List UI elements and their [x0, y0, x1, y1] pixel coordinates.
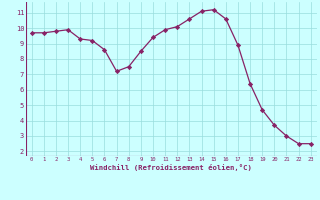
X-axis label: Windchill (Refroidissement éolien,°C): Windchill (Refroidissement éolien,°C)	[90, 164, 252, 171]
